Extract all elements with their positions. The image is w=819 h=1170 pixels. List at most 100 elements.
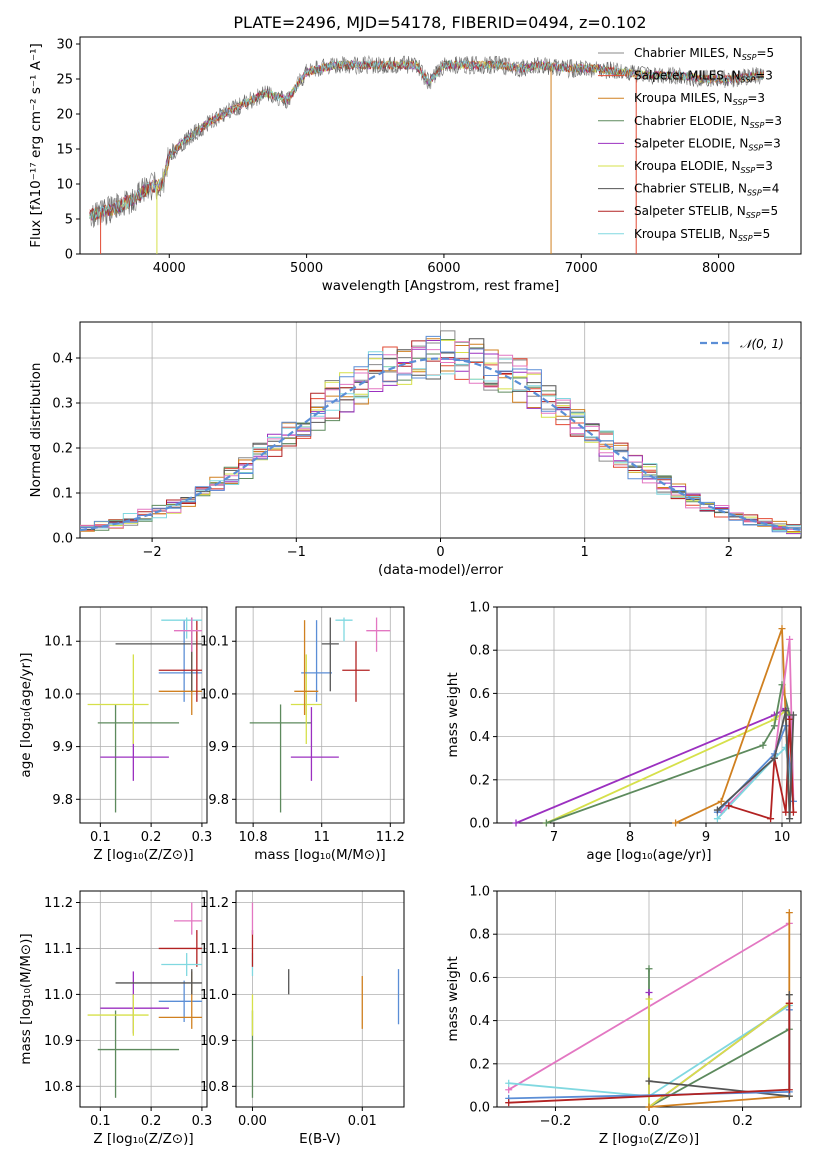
age-vs-Z-frame bbox=[79, 606, 208, 824]
x-tick-label: 5000 bbox=[290, 261, 323, 276]
age-vs-Z-points bbox=[87, 617, 202, 813]
x-axis-label: wavelength [Angstrom, rest frame] bbox=[322, 278, 560, 294]
y-tick-label: 0.6 bbox=[469, 687, 490, 702]
x-tick-label: 0.01 bbox=[348, 1114, 377, 1129]
x-axis-label: mass [log₁₀(M/M⊙)] bbox=[254, 847, 385, 863]
y-tick-label: 10.0 bbox=[200, 687, 229, 702]
y-tick-label: 9.9 bbox=[208, 740, 229, 755]
x-tick-label: 1 bbox=[581, 545, 589, 560]
y-tick-label: 30 bbox=[56, 38, 73, 53]
spectrum-frame bbox=[79, 36, 802, 255]
x-tick-label: 0.00 bbox=[238, 1114, 267, 1129]
y-tick-label: 0 bbox=[65, 248, 73, 263]
errorbar-point bbox=[158, 620, 202, 715]
x-axis-label: Z [log₁₀(Z/Z⊙)] bbox=[599, 1131, 699, 1147]
legend-entry: Salpeter STELIB, NSSP=5 bbox=[634, 204, 778, 220]
mass-weight-marker bbox=[645, 989, 653, 997]
residual-histogram-frame bbox=[79, 321, 802, 539]
errorbar-point bbox=[161, 953, 202, 977]
mass-weight-marker bbox=[725, 802, 733, 810]
y-tick-label: 1.0 bbox=[469, 601, 490, 616]
mass-weight-marker bbox=[785, 991, 793, 999]
figure-title: PLATE=2496, MJD=54178, FIBERID=0494, z=0… bbox=[233, 13, 646, 32]
mass-weight-line bbox=[716, 745, 795, 820]
errorbar-point bbox=[100, 707, 169, 781]
x-tick-label: 0.1 bbox=[90, 1114, 111, 1129]
mass-weight-marker bbox=[713, 806, 721, 814]
errorbar-point bbox=[87, 994, 149, 1036]
mass-weight-marker bbox=[645, 965, 653, 973]
y-tick-label: 10.1 bbox=[44, 635, 73, 650]
y-tick-label: 0.0 bbox=[469, 817, 490, 832]
y-tick-label: 11.1 bbox=[44, 942, 73, 957]
x-tick-label: 10.8 bbox=[239, 830, 268, 845]
x-axis-label: E(B-V) bbox=[299, 1131, 341, 1147]
mass-weight-vs-age-lines bbox=[512, 625, 797, 827]
y-tick-label: 5 bbox=[65, 213, 73, 228]
x-tick-label: −0.2 bbox=[540, 1114, 572, 1129]
spectrum-lines bbox=[89, 54, 764, 254]
y-tick-label: 0.3 bbox=[52, 397, 73, 412]
mass-weight-marker bbox=[672, 819, 680, 827]
mass-weight-marker bbox=[789, 711, 797, 719]
age-vs-mass-frame bbox=[235, 606, 405, 824]
legend-entry: Salpeter MILES, NSSP=3 bbox=[634, 69, 773, 85]
mass-weight-line bbox=[648, 968, 790, 1109]
y-tick-label: 9.8 bbox=[52, 793, 73, 808]
mass-weight-marker bbox=[512, 819, 520, 827]
y-tick-label: 0.2 bbox=[469, 773, 490, 788]
legend-entry: Chabrier STELIB, NSSP=4 bbox=[634, 182, 779, 198]
x-tick-label: −2 bbox=[143, 545, 162, 560]
mass-weight-line bbox=[546, 684, 791, 824]
y-tick-label: 0.8 bbox=[469, 928, 490, 943]
mass-weight-marker bbox=[759, 741, 767, 749]
y-axis-label: mass weight bbox=[445, 956, 461, 1041]
errorbar-point bbox=[342, 641, 370, 702]
legend-entry: 𝒩(0, 1) bbox=[740, 337, 784, 351]
y-tick-label: 0.2 bbox=[52, 442, 73, 457]
errorbar-point bbox=[161, 617, 202, 639]
x-tick-label: 8000 bbox=[702, 261, 735, 276]
x-axis-label: (data-model)/error bbox=[378, 562, 504, 578]
mass-weight-marker bbox=[717, 797, 725, 805]
errorbar-point bbox=[366, 617, 391, 652]
normal-reference-curve bbox=[80, 357, 801, 532]
x-tick-label: 7000 bbox=[565, 261, 598, 276]
y-tick-label: 10.0 bbox=[44, 687, 73, 702]
legend-entry: Chabrier MILES, NSSP=5 bbox=[634, 46, 774, 62]
x-tick-label: 11 bbox=[313, 830, 330, 845]
legend-entry: Chabrier ELODIE, NSSP=3 bbox=[634, 114, 782, 130]
mass-vs-Z-axes: 0.1 0.2 0.3 10.8 10.9 11.0 11.1 11.2 Z [log₁₀(Z/… bbox=[18, 891, 212, 1147]
x-tick-label: 0.3 bbox=[192, 1114, 213, 1129]
errorbar-point bbox=[97, 1010, 180, 1098]
errorbar-point bbox=[173, 902, 202, 935]
mass-weight-vs-Z-axes: −0.2 0.0 0.2 0.0 0.2 0.4 0.6 0.8 1.0 Z [log₁₀(Z/Z… bbox=[445, 885, 801, 1147]
mass-vs-Z-frame bbox=[79, 890, 208, 1108]
mass-vs-EBV-points bbox=[251, 902, 400, 1098]
legend-entry: Salpeter ELODIE, NSSP=3 bbox=[634, 136, 781, 152]
errorbar-point bbox=[158, 930, 202, 967]
errorbar-point bbox=[158, 980, 202, 1022]
histogram-step bbox=[80, 335, 801, 535]
x-tick-label: 7 bbox=[550, 830, 558, 845]
y-tick-label: 0.0 bbox=[52, 532, 73, 547]
y-tick-label: 11.1 bbox=[200, 942, 229, 957]
mass-weight-marker bbox=[786, 715, 794, 723]
x-tick-label: 11.2 bbox=[376, 830, 405, 845]
x-tick-label: 0.2 bbox=[732, 1114, 753, 1129]
panels: 4000 5000 6000 7000 8000051015202530waveleng… bbox=[18, 36, 802, 1147]
y-tick-label: 0.0 bbox=[469, 1101, 490, 1116]
errorbar-point bbox=[249, 704, 312, 813]
y-tick-label: 10.8 bbox=[44, 1080, 73, 1095]
y-tick-label: 25 bbox=[56, 73, 73, 88]
age-vs-mass-axes: 10.8 11 11.2 9.8 9.9 10.0 10.1 mass [log₁₀(M/M⊙… bbox=[200, 607, 405, 863]
x-tick-label: 0.3 bbox=[192, 830, 213, 845]
mass-weight-vs-Z-lines bbox=[505, 909, 793, 1111]
histogram-step bbox=[80, 338, 801, 537]
x-tick-label: 10 bbox=[774, 830, 791, 845]
mass-weight-marker bbox=[770, 754, 778, 762]
errorbar-point bbox=[301, 620, 332, 702]
x-axis-label: Z [log₁₀(Z/Z⊙)] bbox=[93, 847, 193, 863]
mass-weight-marker bbox=[505, 1099, 513, 1107]
mass-weight-marker bbox=[778, 625, 786, 633]
